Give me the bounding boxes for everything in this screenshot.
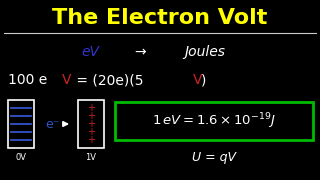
Text: +: +	[87, 135, 95, 145]
Text: 1V: 1V	[85, 152, 97, 161]
Bar	[8, 100, 34, 148]
Text: +: +	[87, 119, 95, 129]
Text: Joules: Joules	[185, 45, 226, 59]
Text: →: →	[134, 45, 146, 59]
Text: V: V	[62, 73, 71, 87]
Text: 100 e: 100 e	[8, 73, 47, 87]
Text: 0V: 0V	[15, 152, 27, 161]
Text: The Electron Volt: The Electron Volt	[52, 8, 268, 28]
Text: eV: eV	[81, 45, 99, 59]
Bar	[115, 102, 313, 140]
Text: = (20e)(5: = (20e)(5	[72, 73, 143, 87]
Text: V: V	[193, 73, 203, 87]
Text: e⁻: e⁻	[45, 118, 59, 130]
Text: +: +	[87, 127, 95, 137]
Text: +: +	[87, 103, 95, 113]
Text: $1\,eV = 1.6\times10^{-19}J$: $1\,eV = 1.6\times10^{-19}J$	[152, 111, 276, 131]
Text: +: +	[87, 111, 95, 121]
Text: U = qV: U = qV	[192, 152, 236, 165]
Bar	[78, 100, 104, 148]
Text: ): )	[201, 73, 206, 87]
